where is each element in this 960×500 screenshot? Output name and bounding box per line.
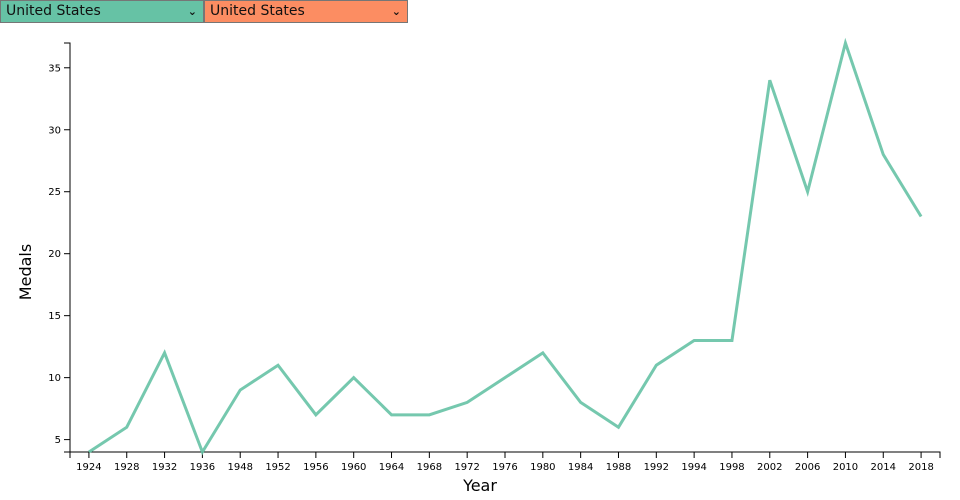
- chevron-down-icon: ⌄: [187, 5, 197, 18]
- x-tick-label: 1972: [454, 462, 479, 473]
- x-tick-label: 1960: [341, 462, 366, 473]
- y-tick-label: 20: [48, 249, 61, 260]
- chevron-down-icon: ⌄: [391, 5, 401, 18]
- y-tick-label: 25: [48, 187, 61, 198]
- x-tick-label: 2002: [757, 462, 782, 473]
- y-tick-label: 10: [48, 373, 61, 384]
- y-tick-label: 15: [48, 311, 61, 322]
- x-tick-label: 2014: [871, 462, 896, 473]
- x-tick-label: 1980: [530, 462, 555, 473]
- x-tick-label: 1992: [644, 462, 669, 473]
- country-select-1[interactable]: United States ⌄: [0, 0, 204, 23]
- x-tick-label: 1994: [681, 462, 706, 473]
- x-tick-label: 1936: [190, 462, 215, 473]
- y-tick-label: 30: [48, 125, 61, 136]
- y-tick-label: 5: [55, 435, 61, 446]
- x-tick-label: 1924: [76, 462, 101, 473]
- y-axis-domain: [64, 42, 71, 453]
- x-tick-label: 1964: [379, 462, 404, 473]
- country-select-1-value: United States: [6, 3, 101, 19]
- x-tick-label: 1956: [303, 462, 328, 473]
- country-select-2[interactable]: United States ⌄: [204, 0, 408, 23]
- x-tick-label: 2006: [795, 462, 820, 473]
- series-line: [88, 37, 923, 456]
- x-tick-label: 1988: [606, 462, 631, 473]
- x-tick-label: 1948: [227, 462, 252, 473]
- x-tick-label: 1998: [719, 462, 744, 473]
- x-tick-label: 1968: [417, 462, 442, 473]
- y-axis: 5 10 15 20 25 30 35: [48, 42, 71, 453]
- x-tick-label: 1984: [568, 462, 593, 473]
- x-axis-label: Year: [462, 476, 497, 495]
- x-axis: 1924 1928 1932 1936 1948 1952 1956 1960 1964 1968…: [69, 451, 941, 473]
- x-tick-label: 1976: [492, 462, 517, 473]
- x-tick-label: 1932: [152, 462, 177, 473]
- series-lines: [88, 37, 923, 456]
- x-tick-label: 1952: [265, 462, 290, 473]
- x-tick-label: 2010: [833, 462, 858, 473]
- y-axis-label: Medals: [16, 244, 35, 300]
- x-tick-label: 1928: [114, 462, 139, 473]
- x-tick-label: 2018: [908, 462, 933, 473]
- country-select-2-value: United States: [210, 3, 305, 19]
- y-tick-label: 35: [48, 63, 61, 74]
